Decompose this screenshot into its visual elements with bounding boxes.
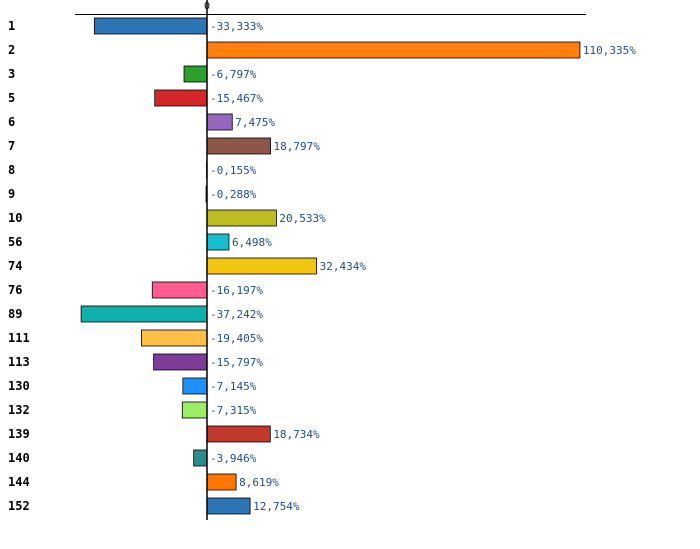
value-label: -15,467% — [210, 92, 263, 105]
value-label: 6,498% — [232, 236, 272, 249]
bar-89 — [80, 305, 208, 323]
category-label: 2 — [8, 43, 15, 57]
value-label: 8,619% — [239, 476, 279, 489]
category-label: 113 — [8, 355, 30, 369]
bar-1 — [93, 17, 208, 35]
category-label: 7 — [8, 139, 15, 153]
value-label: -37,242% — [210, 308, 263, 321]
bar-111 — [141, 329, 208, 347]
bar-130 — [182, 377, 208, 395]
category-label: 1 — [8, 19, 15, 33]
bar-139 — [206, 425, 271, 443]
bar-6 — [206, 113, 233, 131]
bar-7 — [206, 137, 271, 155]
bar-140 — [193, 449, 208, 467]
value-label: 20,533% — [279, 212, 326, 225]
value-label: 110,335% — [583, 44, 636, 57]
bar-113 — [153, 353, 208, 371]
category-label: 111 — [8, 331, 30, 345]
value-label: -7,145% — [210, 380, 257, 393]
bar-76 — [151, 281, 208, 299]
bar-144 — [206, 473, 237, 491]
value-label: -6,797% — [210, 68, 257, 81]
bars-group — [80, 17, 581, 515]
value-label: 18,734% — [273, 428, 320, 441]
category-label: 132 — [8, 403, 30, 417]
category-label: 130 — [8, 379, 30, 393]
bar-5 — [154, 89, 208, 107]
value-label: -0,288% — [210, 188, 257, 201]
value-label: -19,405% — [210, 332, 263, 345]
value-label: -3,946% — [210, 452, 257, 465]
bar-74 — [206, 257, 318, 275]
value-label: -16,197% — [210, 284, 263, 297]
category-label: 74 — [8, 259, 22, 273]
category-label: 144 — [8, 475, 30, 489]
value-label: 18,797% — [274, 140, 321, 153]
category-label: 152 — [8, 499, 30, 513]
category-label: 5 — [8, 91, 15, 105]
category-label: 8 — [8, 163, 15, 177]
value-label: -15,797% — [210, 356, 263, 369]
category-label: 3 — [8, 67, 15, 81]
category-label: 89 — [8, 307, 22, 321]
value-label: -7,315% — [210, 404, 257, 417]
labels-group: 1 -33,333% 2 110,335% 3 -6,797% 5 -15,467% 6 7,47… — [8, 19, 636, 513]
value-label: -0,155% — [210, 164, 257, 177]
bar-10 — [206, 209, 277, 227]
category-label: 56 — [8, 235, 22, 249]
bar-152 — [206, 497, 251, 515]
bar-56 — [206, 233, 230, 251]
value-label: 7,475% — [235, 116, 275, 129]
bar-132 — [181, 401, 208, 419]
category-label: 139 — [8, 427, 30, 441]
category-label: 6 — [8, 115, 15, 129]
value-label: 32,434% — [320, 260, 367, 273]
value-label: -33,333% — [210, 20, 263, 33]
bar-3 — [183, 65, 208, 83]
value-label: 12,754% — [253, 500, 300, 513]
zero-tick-label: 0 — [204, 1, 210, 12]
category-label: 76 — [8, 283, 22, 297]
category-label: 140 — [8, 451, 30, 465]
bar-2 — [206, 41, 581, 59]
category-label: 9 — [8, 187, 15, 201]
category-label: 10 — [8, 211, 22, 225]
